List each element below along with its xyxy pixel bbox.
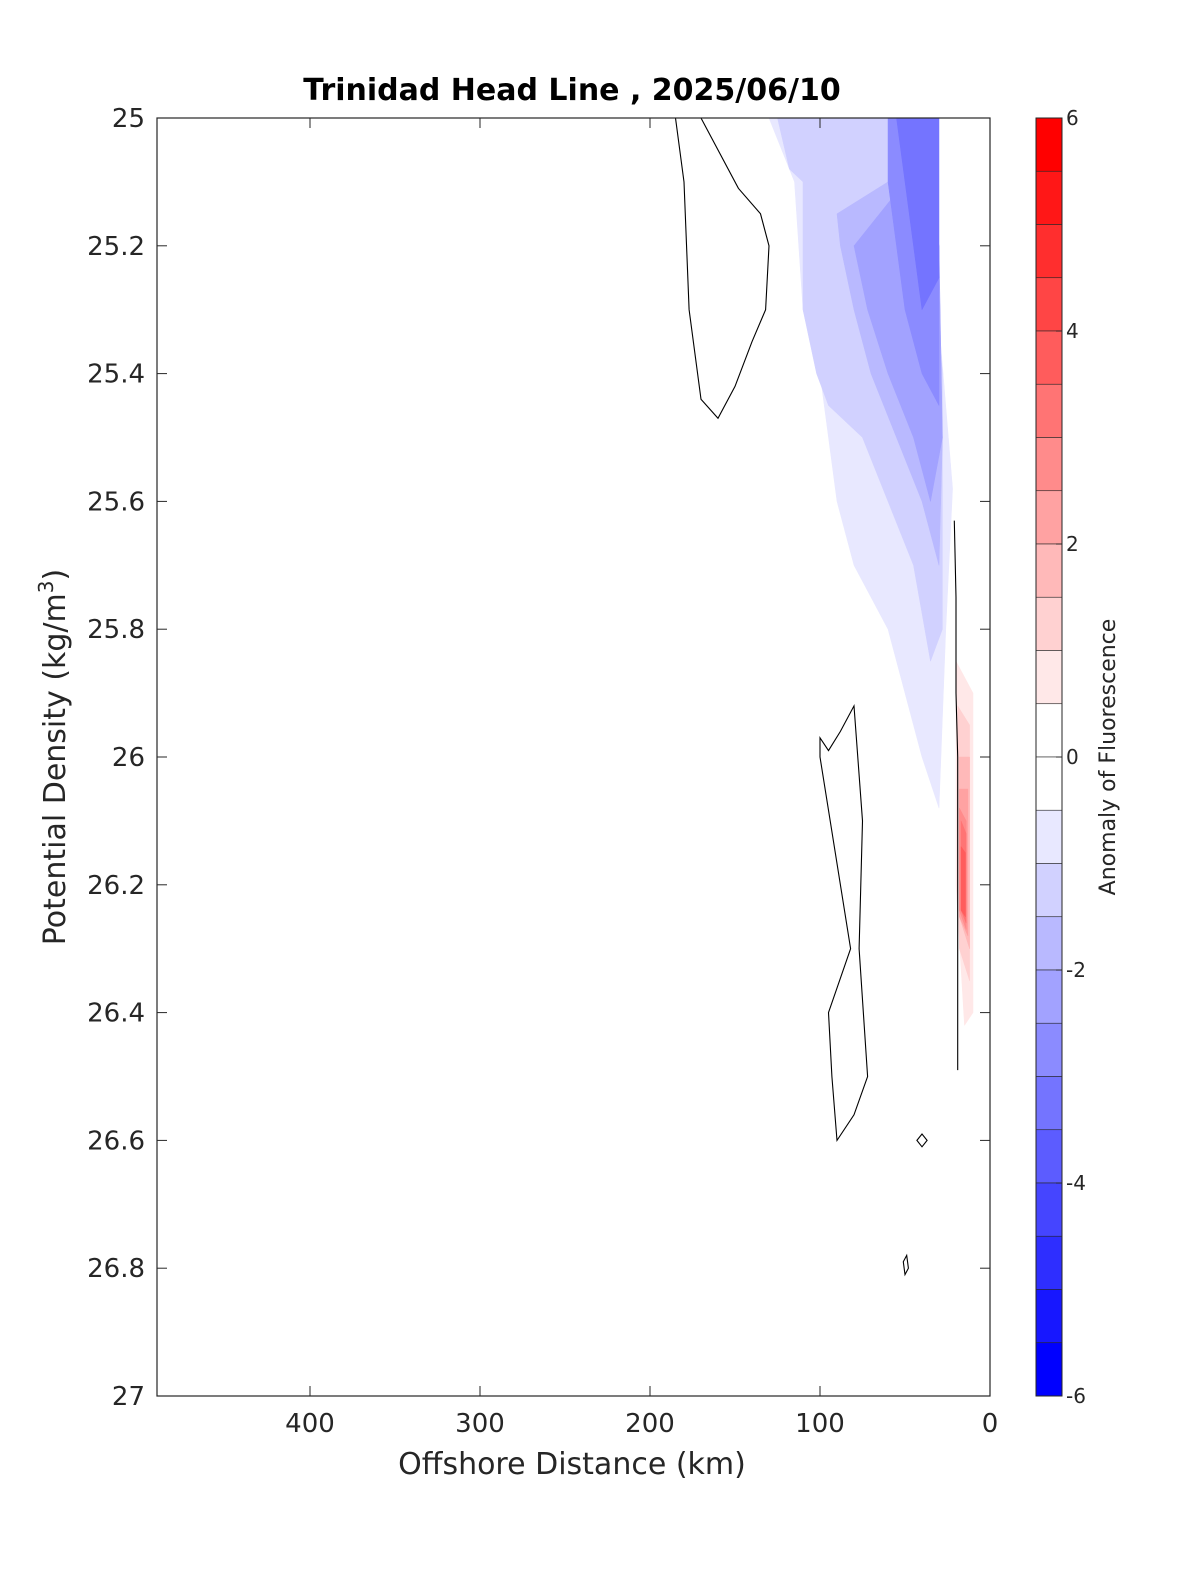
colorbar-band-20 [1035,1182,1063,1237]
colorbar-tick-label: 6 [1066,106,1079,130]
colorbar-band-4 [1035,330,1063,385]
colorbar-tick-label: 2 [1066,532,1079,556]
colorbar-band-7 [1035,490,1063,545]
anomaly-region-12 [960,845,966,918]
colorbar-label: Anomaly of Fluorescence [1096,619,1121,896]
colorbar-band-5 [1035,383,1063,438]
x-tick-label: 0 [982,1409,999,1439]
colorbar-tick-label: 0 [1066,745,1079,769]
colorbar-band-17 [1035,1022,1063,1077]
colorbar-tick-label: 4 [1066,319,1079,343]
colorbar-band-12 [1035,756,1063,811]
colorbar-bands [1035,117,1063,1397]
zero-contour-line-4 [902,1253,909,1277]
y-tick-label: 26.2 [87,871,145,901]
y-tick-label: 26.4 [87,999,145,1029]
colorbar-band-0 [1035,117,1063,172]
x-axis: 400 300 200 100 0 [285,118,998,1439]
filled-contour-layer [768,118,974,1027]
colorbar-band-23 [1035,1342,1063,1397]
y-tick-label: 27 [112,1382,145,1412]
colorbar-tick-label: -2 [1066,958,1086,982]
y-tick-label: 26.8 [87,1254,145,1284]
x-tick-label: 400 [285,1409,335,1439]
zero-contour-line-1 [953,520,959,1071]
y-tick-label: 25 [112,104,145,134]
contour-line-layer [674,118,959,1277]
anomaly-region-5 [896,118,940,311]
y-axis-label: Potential Density (kg/m3) [34,569,73,945]
y-axis: 25 25.2 25.4 25.6 25.8 26 26.2 26.4 26.6 26.8 27 [87,104,990,1412]
colorbar-band-2 [1035,224,1063,279]
colorbar-ticks: 6 4 2 0 -2 -4 -6 [1056,106,1086,1408]
y-tick-label: 25.2 [87,232,145,262]
colorbar-tick-label: -4 [1066,1171,1086,1195]
colorbar-band-16 [1035,969,1063,1024]
y-axis-label-suffix: ) [38,569,73,581]
colorbar-band-15 [1035,916,1063,971]
colorbar-band-11 [1035,703,1063,758]
zero-contour-line-3 [916,1133,928,1148]
colorbar-band-8 [1035,543,1063,598]
colorbar-band-13 [1035,809,1063,864]
y-tick-label: 26 [112,743,145,773]
x-axis-label: Offshore Distance (km) [398,1447,746,1482]
plot-area: 400 300 200 100 0 25 25.2 25.4 25.6 25.8 26 26.2 26… [87,104,998,1439]
y-axis-label-main: Potential Density (kg/m [38,593,73,945]
colorbar-band-19 [1035,1129,1063,1184]
colorbar-band-6 [1035,437,1063,492]
colorbar-band-9 [1035,596,1063,651]
zero-contour-line-0 [674,118,770,420]
colorbar-band-3 [1035,277,1063,332]
colorbar-band-10 [1035,650,1063,705]
y-tick-label: 25.4 [87,360,145,390]
colorbar: 6 4 2 0 -2 -4 -6 Anomaly of Fluorescence [1035,106,1121,1408]
y-axis-label-superscript: 3 [34,580,58,593]
colorbar-band-21 [1035,1235,1063,1290]
y-tick-label: 26.6 [87,1126,145,1156]
x-tick-label: 200 [625,1409,675,1439]
colorbar-tick-label: -6 [1066,1384,1086,1408]
zero-contour-line-2 [819,703,869,1143]
colorbar-band-18 [1035,1076,1063,1131]
y-tick-label: 25.6 [87,487,145,517]
colorbar-band-14 [1035,863,1063,918]
y-tick-label: 25.8 [87,615,145,645]
colorbar-band-22 [1035,1289,1063,1344]
x-tick-label: 100 [795,1409,845,1439]
colorbar-band-1 [1035,170,1063,225]
x-tick-label: 300 [455,1409,505,1439]
chart-title: Trinidad Head Line , 2025/06/10 [303,73,840,108]
